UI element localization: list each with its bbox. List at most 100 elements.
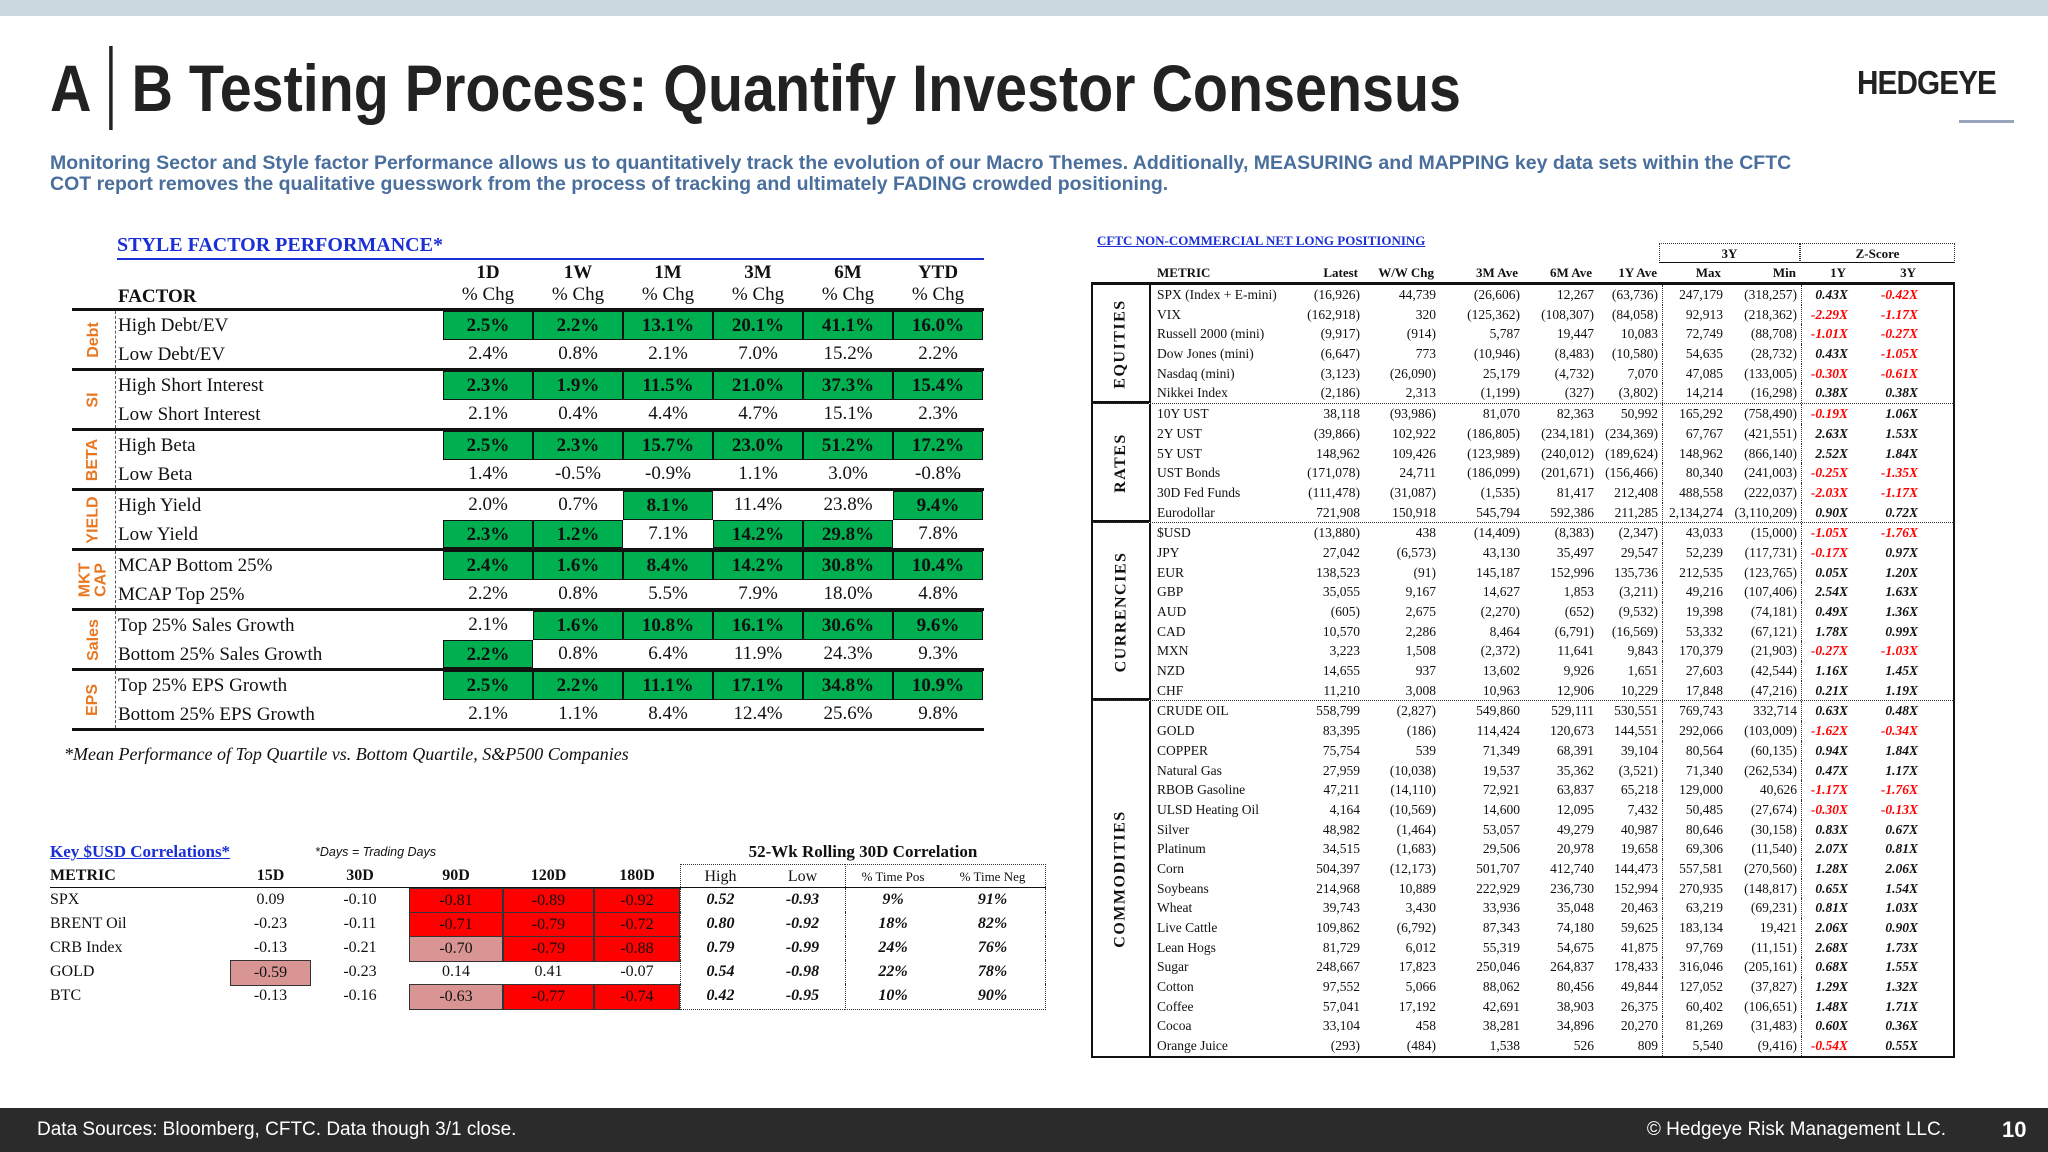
correlation-value: -0.99 [785,939,820,956]
factor-value: 18.0% [823,582,873,604]
group-label: EPS [84,683,102,716]
factor-value: 10.9% [893,671,983,700]
correlation-value: -0.07 [620,963,654,980]
cftc-value: 545,794 [1476,504,1520,520]
section-label: CURRENCIES [1112,551,1130,673]
factor-value: 15.2% [823,342,873,364]
cftc-value: (31,483) [1727,1016,1802,1037]
column-header: High [680,864,760,889]
cftc-value: 1.71X [1885,998,1918,1014]
factor-value: 9.3% [918,642,958,664]
cftc-value: 35,048 [1556,900,1594,916]
cftc-row: CRUDE OIL 558,799 (2,827) 549,860 529,111 530… [1151,701,1955,722]
cftc-row: Coffee 57,041 17,192 42,691 38,903 26,375 60,4… [1151,996,1955,1017]
cftc-value: 9,843 [1598,641,1663,662]
cftc-value: (758,490) [1727,404,1802,424]
cftc-value: 488,558 [1679,484,1723,500]
factor-group: BETA High Beta 2.5% 2.3% 15.7% 23.0% 51.2% 17.2… [72,428,984,488]
metric-name: AUD [1157,604,1187,619]
correlation-value: -0.11 [343,915,377,932]
factor-value: 30.6% [803,611,893,640]
cftc-value: (10,569) [1389,801,1436,817]
cftc-value: 97,769 [1685,939,1723,955]
cftc-value: (1,535) [1480,484,1520,500]
metric-name: GOLD [50,963,95,980]
metric-name: NZD [1157,663,1185,679]
correlation-value: -0.79 [503,936,594,962]
title-divider [108,46,113,130]
cftc-value: 7,070 [1598,363,1663,384]
cftc-value: 129,000 [1679,782,1723,798]
correlation-value: 10% [845,984,940,1010]
cftc-value: 0.43X [1815,287,1848,302]
cftc-value: (123,765) [1727,562,1802,583]
metric-name: MXN [1157,643,1189,659]
cftc-value: 72,921 [1482,782,1520,798]
page-title: A B Testing Process: Quantify Investor C… [50,46,1461,130]
correlation-value: 0.80 [680,912,760,938]
metric-name: CRUDE OIL [1157,703,1229,719]
correlation-value: 82% [940,912,1046,938]
factor-value: 2.2% [533,671,623,700]
factor-value: -0.9% [645,462,691,484]
usd-correlations-title[interactable]: Key $USD Correlations* [50,842,231,861]
factor-value: 10.8% [623,611,713,640]
cftc-section: RATES 10Y UST 38,118 (93,986) 81,070 82,363 50… [1093,403,1953,524]
cftc-value: 35,497 [1556,544,1594,560]
cftc-value: 152,996 [1550,564,1594,580]
cftc-value: (16,298) [1727,383,1802,404]
cftc-value: (1,683) [1396,841,1436,857]
factor-value: 2.4% [443,551,533,580]
cftc-value: 0.47X [1815,762,1848,778]
cftc-value: 0.99X [1885,623,1918,639]
cftc-row: MXN 3,223 1,508 (2,372) 11,641 9,843 170,379 (2… [1151,641,1955,662]
cftc-value: 539 [1415,742,1436,758]
cftc-value: (10,038) [1389,762,1436,778]
cftc-value: (125,362) [1467,306,1520,322]
metric-name: Wheat [1157,900,1193,916]
factor-name: High Yield [118,495,202,516]
column-header: 3Y [1900,265,1916,280]
cftc-row: CHF 11,210 3,008 10,963 12,906 10,229 17,848 (4… [1151,680,1955,701]
factor-name: Top 25% EPS Growth [118,675,288,696]
cftc-value: (205,161) [1727,957,1802,978]
cftc-value: 526 [1573,1038,1594,1054]
factor-value: 4.7% [738,402,778,424]
cftc-value: (421,551) [1727,423,1802,444]
cftc-body: EQUITIES SPX (Index + E-mini) (16,926) 44,7… [1091,282,1955,1058]
cftc-value: 1.03X [1885,900,1918,916]
cftc-value: (93,986) [1389,406,1436,422]
cftc-title[interactable]: CFTC NON-COMMERCIAL NET LONG POSITIONING [1097,233,1426,248]
correlation-value: -0.59 [230,960,311,986]
section-rows: $USD (13,880) 438 (14,409) (8,383) (2,347) 43,… [1151,523,1955,701]
metric-name: JPY [1157,544,1180,560]
cftc-value: (26,090) [1389,365,1436,381]
factor-name: Low Yield [118,523,199,545]
cftc-value: 44,739 [1398,287,1436,302]
cftc-row: EUR 138,523 (91) 145,187 152,996 135,736 212,5… [1151,562,1955,583]
factor-row: Top 25% Sales Growth 2.1% 1.6% 10.8% 16.1% 30… [116,611,984,640]
factor-value: 0.4% [558,402,598,424]
cftc-value: 71,349 [1482,742,1520,758]
cftc-value: 0.81X [1815,900,1848,916]
column-header: METRIC [1157,265,1211,280]
factor-name: Low Short Interest [118,403,261,425]
factor-value: 7.1% [648,522,688,544]
cftc-value: (42,544) [1727,661,1802,681]
cftc-value: 40,626 [1727,780,1802,800]
style-factor-title-underline [117,258,984,260]
correlations-header-row: METRIC 15D 30D 90D 120D 180D High Low% Time Pos… [50,864,1046,889]
factor-name: Top 25% Sales Growth [118,615,295,636]
cftc-value: (2,372) [1480,643,1520,659]
cftc-row: GOLD 83,395 (186) 114,424 120,673 144,551 292,… [1151,721,1955,741]
cftc-value: 1.84X [1885,445,1918,461]
cftc-value: 80,456 [1556,979,1594,995]
column-header: Min [1772,265,1796,280]
cftc-value: (3,802) [1598,383,1663,404]
cftc-value: 769,743 [1679,703,1723,719]
column-header: METRIC [50,867,116,884]
cftc-value: 1,651 [1598,661,1663,681]
group-label: SI [84,391,102,408]
cftc-value: 721,908 [1316,504,1360,520]
section-label: EQUITIES [1112,299,1129,389]
